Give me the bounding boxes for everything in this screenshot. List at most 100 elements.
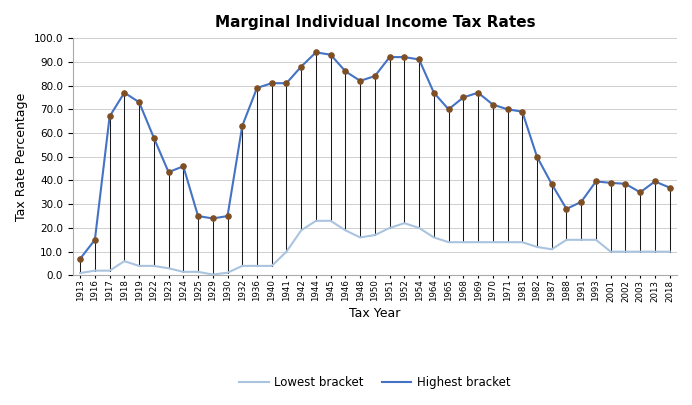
Highest bracket (194, 214, 202, 219)
Lowest bracket (149, 264, 158, 269)
Lowest bracket (385, 226, 394, 230)
Highest bracket (666, 185, 674, 190)
Lowest bracket (518, 240, 527, 245)
Lowest bracket (253, 264, 261, 269)
Lowest bracket (179, 269, 188, 274)
Point (605, 179, 616, 186)
Point (531, 153, 543, 160)
Lowest bracket (224, 270, 232, 275)
Highest bracket (356, 79, 364, 83)
Point (546, 181, 557, 187)
Y-axis label: Tax Rate Percentage: Tax Rate Percentage (15, 93, 28, 221)
Highest bracket (577, 199, 585, 204)
Highest bracket (208, 216, 217, 221)
Lowest bracket (666, 249, 674, 254)
Lowest bracket (577, 237, 585, 242)
Highest bracket (533, 154, 541, 159)
Point (75, 256, 86, 262)
Lowest bracket (105, 268, 113, 273)
Point (89, 237, 100, 243)
Highest bracket (489, 102, 497, 107)
Point (104, 113, 115, 119)
Lowest bracket (120, 259, 129, 264)
Highest bracket (224, 214, 232, 219)
Lowest bracket (621, 249, 630, 254)
Lowest bracket (474, 240, 482, 245)
Highest bracket (474, 90, 482, 95)
Line: Highest bracket: Highest bracket (80, 52, 670, 259)
Point (119, 90, 130, 96)
Highest bracket (503, 107, 511, 112)
Point (237, 123, 248, 129)
Point (487, 101, 498, 108)
Highest bracket (165, 170, 173, 175)
Point (576, 198, 587, 205)
Lowest bracket (356, 235, 364, 240)
Highest bracket (105, 114, 113, 119)
Highest bracket (415, 57, 424, 62)
Point (281, 80, 292, 86)
Legend: Lowest bracket, Highest bracket: Lowest bracket, Highest bracket (235, 371, 516, 394)
Point (340, 68, 351, 75)
Lowest bracket (371, 232, 379, 237)
Highest bracket (650, 179, 659, 184)
Point (649, 178, 660, 185)
Highest bracket (606, 180, 614, 185)
Lowest bracket (444, 240, 453, 245)
Point (192, 213, 203, 220)
Highest bracket (621, 181, 630, 186)
Point (635, 189, 646, 196)
Highest bracket (563, 207, 571, 211)
Line: Lowest bracket: Lowest bracket (80, 221, 670, 275)
Lowest bracket (533, 245, 541, 249)
Highest bracket (282, 81, 291, 85)
Highest bracket (341, 69, 349, 74)
Highest bracket (179, 164, 188, 168)
Point (311, 49, 322, 55)
Lowest bracket (503, 240, 511, 245)
Lowest bracket (135, 264, 143, 269)
Highest bracket (400, 55, 408, 60)
Highest bracket (371, 74, 379, 79)
Point (325, 51, 336, 58)
Highest bracket (327, 52, 335, 57)
Point (207, 215, 218, 222)
Lowest bracket (208, 272, 217, 277)
Title: Marginal Individual Income Tax Rates: Marginal Individual Income Tax Rates (215, 15, 535, 30)
Lowest bracket (547, 247, 556, 252)
Point (384, 54, 395, 60)
Highest bracket (636, 190, 644, 195)
Point (266, 80, 277, 86)
Lowest bracket (282, 249, 291, 254)
Lowest bracket (238, 264, 246, 269)
Highest bracket (268, 81, 276, 85)
Highest bracket (297, 64, 305, 69)
Highest bracket (444, 107, 453, 112)
Lowest bracket (430, 235, 438, 240)
Lowest bracket (563, 237, 571, 242)
Highest bracket (312, 50, 320, 55)
Point (251, 85, 262, 91)
Point (354, 78, 365, 84)
Highest bracket (91, 237, 99, 242)
Highest bracket (518, 109, 527, 114)
Point (428, 90, 439, 96)
Lowest bracket (327, 218, 335, 223)
Point (222, 213, 233, 220)
Point (399, 54, 410, 60)
Lowest bracket (606, 249, 614, 254)
Highest bracket (547, 181, 556, 186)
Lowest bracket (165, 266, 173, 271)
Lowest bracket (459, 240, 468, 245)
Highest bracket (430, 90, 438, 95)
Highest bracket (592, 179, 600, 184)
Point (473, 90, 484, 96)
Lowest bracket (297, 228, 305, 233)
Lowest bracket (76, 271, 84, 275)
Point (443, 106, 454, 113)
Lowest bracket (91, 268, 99, 273)
Lowest bracket (268, 264, 276, 269)
Highest bracket (120, 90, 129, 95)
Point (134, 99, 145, 105)
Point (561, 206, 572, 212)
